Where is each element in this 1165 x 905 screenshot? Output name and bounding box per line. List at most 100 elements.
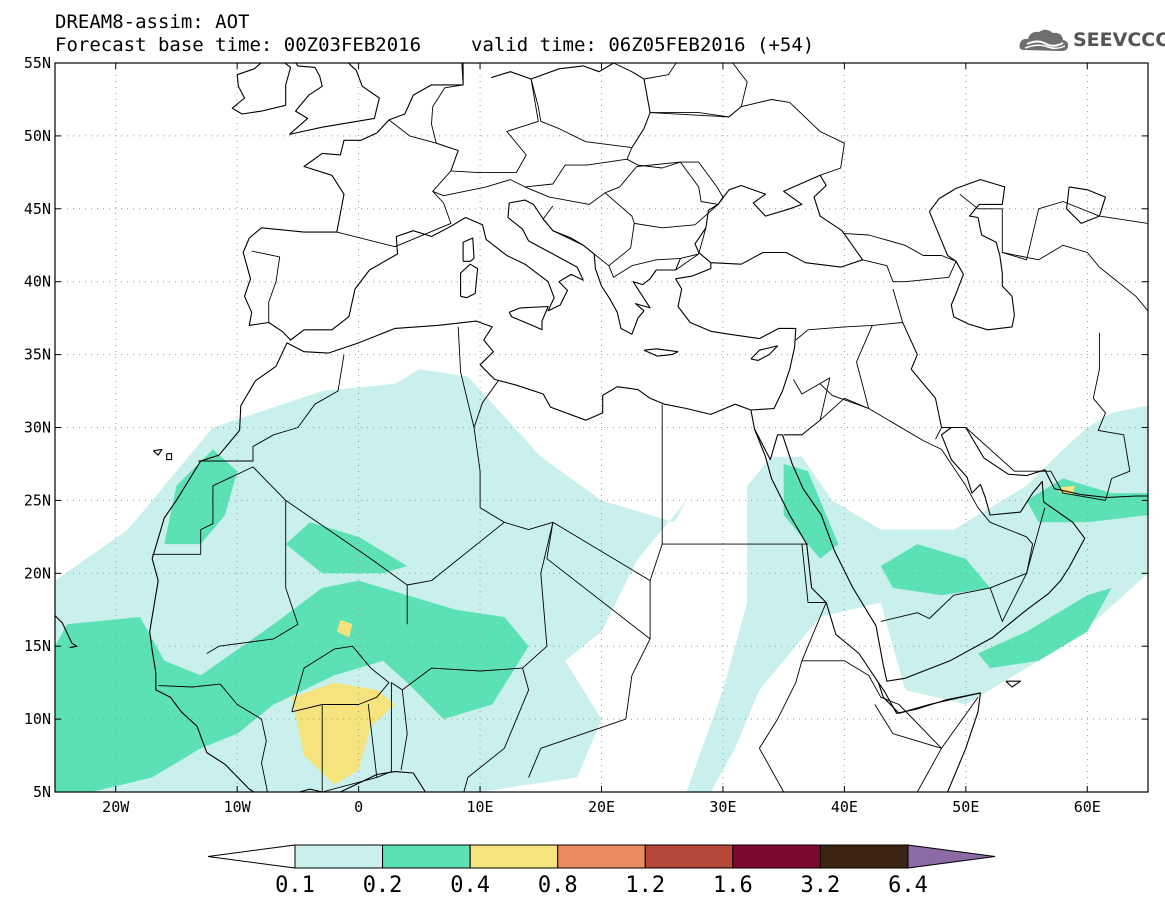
lon-label: 50E: [952, 798, 979, 816]
poland-border: [530, 71, 651, 149]
colorbar-low-triangle: [207, 844, 296, 869]
lon-label: 30E: [709, 798, 736, 816]
aot-region-0.2-0.4: [55, 580, 529, 792]
tunisia-border: [457, 326, 499, 428]
iran-afghan-pak: [1092, 332, 1131, 501]
corsica: [462, 237, 475, 262]
canaries-2: [153, 448, 163, 456]
cloud-icon: [1019, 29, 1069, 51]
germany-border: [431, 63, 539, 173]
base-time: Forecast base time: 00Z03FEB2016: [55, 34, 422, 56]
iraq-border: [819, 322, 942, 440]
lat-label: 30N: [24, 419, 51, 437]
colorbar-box: [469, 844, 559, 869]
kazakh-border: [959, 193, 1148, 261]
aot-region-0.2-0.4: [285, 522, 408, 574]
colorbar-label: 0.1: [275, 873, 315, 898]
canaries-1: [166, 453, 173, 461]
colorbar-high-triangle: [907, 844, 996, 869]
syria-jordan: [783, 377, 831, 436]
map-title: DREAM8-assim: AOT: [55, 11, 250, 33]
aot-region-0.4-0.8: [291, 682, 395, 785]
ukraine-west-border: [626, 112, 730, 205]
britain: [289, 63, 380, 135]
aot-fill-layer: [55, 369, 1148, 792]
lon-label: 0: [354, 798, 363, 816]
map-subtitle: Forecast base time: 00Z03FEB2016 valid ti…: [55, 35, 814, 55]
crete: [643, 348, 679, 357]
aot-region-0.2-0.4: [164, 449, 238, 545]
lon-label: 10E: [467, 798, 494, 816]
socotra: [1005, 680, 1022, 688]
turkmenistan-uzbek: [1002, 244, 1148, 312]
niger-algeria-libya-border: [407, 521, 554, 669]
lat-label: 20N: [24, 564, 51, 582]
colorbar-label: 0.8: [538, 873, 578, 898]
balkan-borders-1: [524, 186, 635, 267]
colorbar-box: [819, 844, 909, 869]
chad-sudan-border: [528, 521, 651, 778]
colorbar-label: 1.2: [625, 873, 665, 898]
lat-label: 5N: [33, 783, 51, 801]
russia-ukraine-border: [728, 99, 845, 176]
saudi-border: [783, 397, 1034, 622]
colorbar-label: 3.2: [801, 873, 841, 898]
ghana-togo-benin: [321, 682, 408, 792]
colorbar-box: [382, 844, 471, 869]
britain-west: [289, 63, 323, 135]
aot-region-0.2-0.4: [978, 587, 1112, 669]
mali-algeria-border: [285, 500, 408, 625]
sudan-east-border: [758, 544, 827, 792]
colorbar-label: 6.4: [888, 873, 928, 898]
aot-region-0.2-0.4: [783, 463, 839, 559]
somalia-border: [874, 696, 979, 749]
aot-region-0.2-0.4: [880, 544, 991, 596]
lat-label: 10N: [24, 710, 51, 728]
lat-label: 35N: [24, 346, 51, 364]
belarus-border: [643, 63, 748, 118]
turkey-greece-bulgaria: [675, 253, 699, 271]
lat-label: 55N: [24, 54, 51, 72]
colorbar-label: 1.6: [713, 873, 753, 898]
lon-label: 10W: [224, 798, 252, 816]
mauritania-border: [152, 466, 299, 654]
burkina-ghana-border: [291, 645, 390, 713]
cyprus: [750, 345, 779, 361]
baltic-borders: [613, 63, 677, 80]
north-africa-coast: [149, 174, 864, 651]
iberia-south-east: [242, 199, 676, 341]
algeria-libya-border: [473, 427, 505, 523]
lat-label: 15N: [24, 637, 51, 655]
greece-bulgaria: [608, 227, 707, 278]
west-africa-coast: [151, 650, 255, 792]
colorbar-box: [644, 844, 734, 869]
aot-region-0.1-0.2: [686, 405, 1148, 792]
axis-ticks: 20W 10W 0 10E 20E 30E 40E 50E 60E 5N 10N 15N 20N 25N 3…: [24, 54, 1148, 816]
lon-label: 40E: [831, 798, 858, 816]
ethiopia-border: [801, 660, 942, 792]
seevccc-logo: SEEVCCC: [1018, 24, 1165, 56]
lat-label: 25N: [24, 491, 51, 509]
colorbar-label: 0.4: [450, 873, 490, 898]
morocco-sahara-border: [198, 354, 345, 462]
colorbar-box: [732, 844, 821, 869]
aot-region-0.4-0.8: [336, 620, 353, 638]
caspian: [928, 179, 1015, 331]
colorbar-label: 0.2: [363, 873, 403, 898]
scandinavia-denmark: [462, 63, 464, 65]
baltic-coast: [490, 63, 615, 80]
colorbar-box: [557, 844, 646, 869]
colorbar-box: [294, 844, 384, 869]
sicily: [508, 305, 549, 331]
lat-label: 40N: [24, 273, 51, 291]
spain-portugal-border: [251, 250, 281, 323]
boundary-layer: [55, 63, 1148, 792]
sinai: [754, 428, 783, 461]
red-sea-west: [750, 409, 981, 792]
lat-label: 50N: [24, 127, 51, 145]
lon-label: 20W: [102, 798, 130, 816]
lon-label: 60E: [1074, 798, 1101, 816]
alps-borders: [432, 158, 628, 197]
turkey-syria-border: [795, 324, 873, 341]
